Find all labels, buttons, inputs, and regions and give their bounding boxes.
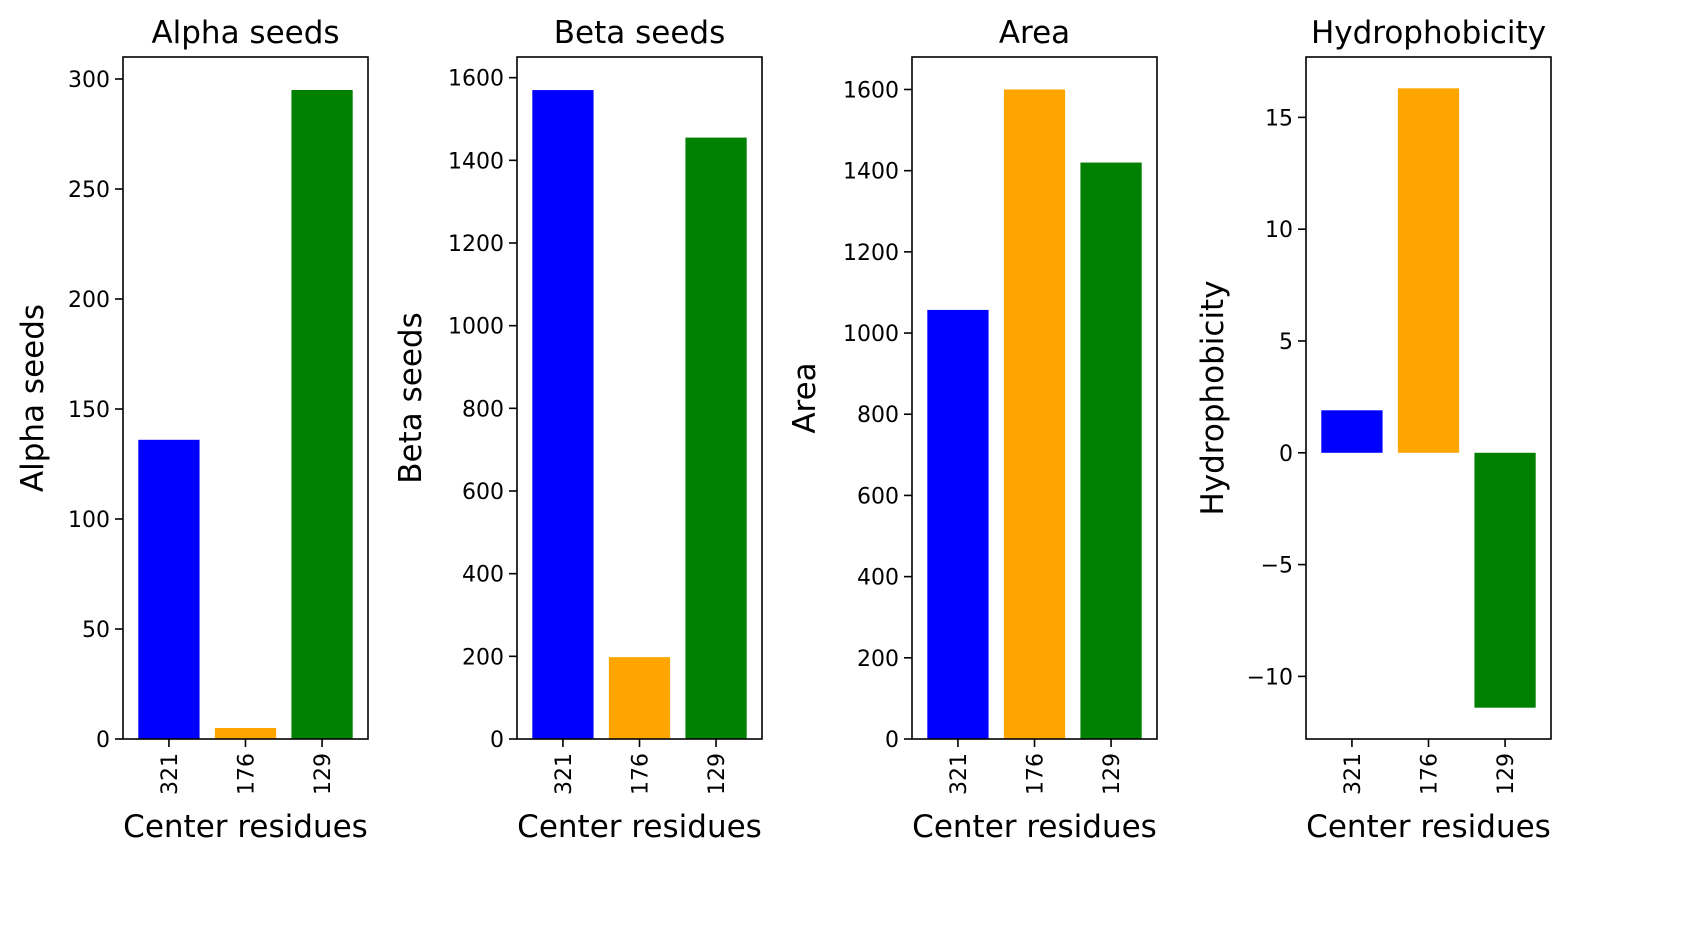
chart-panel-2: 0 200 400 600 800 1000 1200 1400 1600 321 176 129 Be… (393, 15, 763, 845)
chart-title: Alpha seeds (151, 15, 339, 51)
x-tick-label-129: 129 (705, 753, 730, 795)
y-tick-label: 400 (462, 563, 504, 588)
y-axis-label: Alpha seeds (15, 304, 51, 492)
chart-title: Area (999, 15, 1070, 51)
chart-title: Beta seeds (554, 15, 725, 51)
x-axis-label: Center residues (517, 809, 762, 845)
y-tick-label: 800 (462, 397, 504, 422)
y-tick-label: 150 (68, 398, 110, 423)
y-tick-label: 0 (1279, 442, 1293, 467)
y-tick-label: 600 (857, 484, 899, 509)
x-tick-label-129: 129 (311, 753, 336, 795)
y-tick-label: 5 (1279, 330, 1293, 355)
y-tick-label: 0 (490, 728, 504, 753)
y-tick-label: 300 (68, 68, 110, 93)
x-tick-label-176: 176 (1024, 753, 1049, 795)
y-tick-label: 15 (1265, 106, 1293, 131)
y-tick-label: 1400 (843, 160, 899, 185)
x-tick-label-321: 321 (158, 753, 183, 795)
y-tick-label: 250 (68, 178, 110, 203)
bar-176 (1003, 89, 1066, 740)
bar-129 (291, 90, 353, 739)
y-tick-label: 1000 (448, 315, 504, 340)
x-tick-label-176: 176 (1418, 753, 1443, 795)
y-tick-label: 200 (857, 647, 899, 672)
y-tick-label: 200 (68, 288, 110, 313)
bar-129 (685, 137, 747, 740)
chart-panel-3: 0 200 400 600 800 1000 1200 1400 1600 321 176 129 Ar… (787, 15, 1158, 845)
chart-panel-4: −10 −5 0 5 10 15 321 176 129 Hydrophobicity Center… (1195, 15, 1552, 845)
x-tick-label-176: 176 (235, 753, 260, 795)
y-tick-label: 200 (462, 645, 504, 670)
y-tick-label: 10 (1265, 218, 1293, 243)
x-axis-label: Center residues (912, 809, 1157, 845)
y-tick-label: −10 (1247, 665, 1293, 690)
x-tick-label-321: 321 (1341, 753, 1366, 795)
y-tick-label: 1600 (843, 78, 899, 103)
y-tick-label: 100 (68, 508, 110, 533)
y-tick-label: −5 (1261, 554, 1293, 579)
y-tick-label: 1000 (843, 322, 899, 347)
y-axis-label: Area (787, 362, 823, 433)
x-axis-label: Center residues (123, 809, 368, 845)
bar-321 (532, 90, 594, 739)
y-tick-label: 50 (82, 618, 110, 643)
x-tick-label-129: 129 (1100, 753, 1125, 795)
chart-title: Hydrophobicity (1311, 15, 1546, 51)
y-tick-label: 1200 (843, 241, 899, 266)
bar-129 (1474, 452, 1536, 708)
bar-176 (1397, 88, 1460, 453)
bar-321 (1321, 410, 1383, 453)
chart-panel-1: 0 50 100 150 200 250 300 321 176 129 Alpha seeds Ce… (15, 15, 369, 845)
y-axis-label: Hydrophobicity (1195, 280, 1231, 515)
x-tick-label-321: 321 (552, 753, 577, 795)
bar-176 (214, 728, 277, 739)
x-axis-label: Center residues (1306, 809, 1551, 845)
y-axis-label: Beta seeds (393, 312, 429, 483)
y-tick-label: 0 (96, 728, 110, 753)
y-tick-label: 1600 (448, 67, 504, 92)
bar-129 (1080, 162, 1142, 740)
y-tick-label: 600 (462, 480, 504, 505)
bar-321 (927, 309, 989, 739)
y-tick-label: 0 (885, 728, 899, 753)
y-tick-label: 1200 (448, 232, 504, 257)
bar-321 (138, 439, 200, 739)
bar-176 (608, 657, 671, 739)
x-tick-label-129: 129 (1494, 753, 1519, 795)
y-tick-label: 400 (857, 566, 899, 591)
x-tick-label-176: 176 (629, 753, 654, 795)
y-tick-label: 800 (857, 403, 899, 428)
x-tick-label-321: 321 (947, 753, 972, 795)
y-tick-label: 1400 (448, 149, 504, 174)
